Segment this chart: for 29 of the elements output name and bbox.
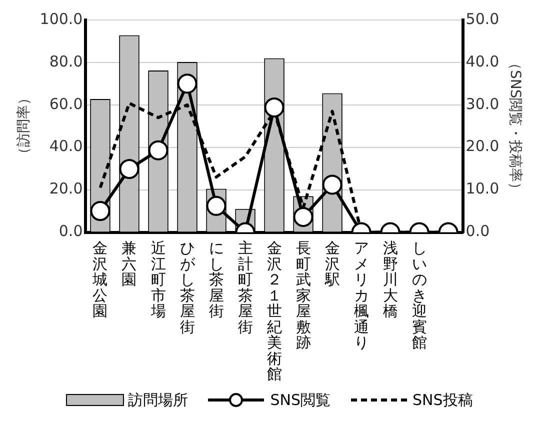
legend-label: SNS投稿: [412, 390, 473, 410]
legend-label: 訪問場所: [128, 390, 188, 410]
y-tick-label: 80.0: [49, 52, 83, 70]
x-tick-label: しいのき迎賓館: [412, 239, 427, 352]
x-tick-label: 主計町茶屋街: [238, 239, 253, 336]
y-tick-label: 20.0: [49, 180, 83, 198]
y-tick-label: 40.0: [49, 137, 83, 156]
y-tick-label: 100.0: [40, 10, 83, 28]
category-label: 金沢２１世紀美術館: [266, 239, 282, 384]
y2-tick-label: 30.0: [466, 94, 500, 113]
x-tick-label: 近江町市場: [150, 239, 166, 320]
x-tick-label: 金沢駅: [324, 239, 340, 289]
x-tick-label: 浅野川大橋: [382, 239, 398, 320]
y2-tick-label: 20.0: [466, 137, 500, 156]
y2-axis-title: （SNS閲覧・投稿率）: [506, 56, 523, 196]
y-tick-label: 0.0: [58, 222, 83, 240]
x-tick-label: 兼六園: [122, 239, 137, 289]
x-tick-label: 長町武家屋敷跡: [296, 239, 311, 352]
x-tick-label: にし茶屋街: [208, 239, 224, 320]
x-tick-label: 金沢城公園: [92, 239, 108, 320]
y-tick-label: 60.0: [49, 94, 83, 113]
x-tick-label: ひがし茶屋街: [180, 239, 196, 336]
legend-label: SNS閲覧: [270, 390, 330, 410]
y2-tick-label: 40.0: [466, 52, 500, 70]
x-tick-label: アメリカ楓通り: [354, 239, 369, 352]
y-axis-title: （訪問率）: [16, 91, 32, 162]
y2-tick-label: 50.0: [466, 10, 500, 28]
y2-tick-label: 0.0: [466, 222, 490, 240]
y2-tick-label: 10.0: [466, 180, 500, 198]
